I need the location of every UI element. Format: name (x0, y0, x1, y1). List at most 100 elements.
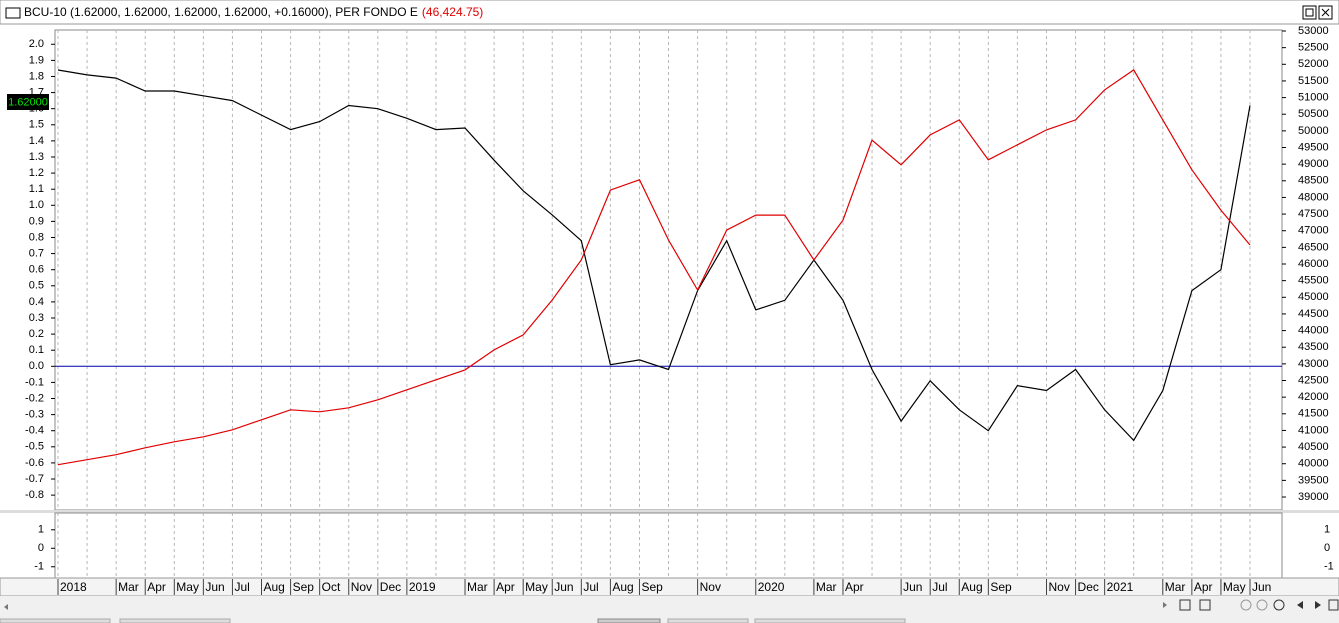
x-tick-label: Mar (118, 580, 139, 594)
scroll-right[interactable] (1163, 602, 1167, 608)
y2-tick-label: 43000 (1298, 358, 1329, 370)
y2-tick-label: 52500 (1298, 42, 1329, 54)
x-tick-label: Apr (496, 580, 515, 594)
lower-tick-label: 0 (38, 542, 44, 554)
toolbar-icon[interactable] (1315, 601, 1321, 609)
y2-tick-label: 45500 (1298, 275, 1329, 287)
x-tick-label: Mar (1165, 580, 1186, 594)
y2-tick-label: 51500 (1298, 75, 1329, 87)
toolbar-icon[interactable] (1240, 599, 1252, 611)
y2-tick-label: 39500 (1298, 474, 1329, 486)
tab[interactable] (597, 618, 661, 623)
x-tick-label: Aug (264, 580, 285, 594)
y-tick-label: 0.0 (29, 360, 44, 372)
y2-tick-label: 44500 (1298, 308, 1329, 320)
y2-tick-label: 42500 (1298, 374, 1329, 386)
tab[interactable] (754, 618, 906, 623)
y-tick-label: -0.3 (25, 409, 44, 421)
y-tick-label: 0.1 (29, 344, 44, 356)
y-tick-label: 0.8 (29, 231, 44, 243)
x-tick-label: Apr (845, 580, 864, 594)
x-tick-label: Mar (467, 580, 488, 594)
y-tick-label: 1.0 (29, 199, 44, 211)
toolbar-icon[interactable] (1328, 599, 1339, 611)
y2-tick-label: 49000 (1298, 158, 1329, 170)
x-tick-label: Jun (903, 580, 922, 594)
y-tick-label: -0.6 (25, 457, 44, 469)
x-tick-label: 2019 (409, 580, 436, 594)
tab[interactable] (119, 618, 231, 623)
y2-tick-label: 41500 (1298, 408, 1329, 420)
x-tick-label: Mar (816, 580, 837, 594)
lower-tick-label: -1 (34, 561, 44, 573)
toolbar-icon[interactable] (1297, 601, 1303, 609)
last-value-label: 1.62000 (8, 96, 48, 108)
x-tick-label: Oct (322, 580, 341, 594)
y-tick-label: 0.9 (29, 215, 44, 227)
axis-labels: 2.01.91.81.71.61.51.41.31.21.11.00.90.80… (25, 25, 1334, 595)
x-tick-label: Jun (205, 580, 224, 594)
y-tick-label: 0.7 (29, 247, 44, 259)
x-tick-label: 2018 (60, 580, 87, 594)
grid (57, 30, 1251, 578)
tab[interactable] (667, 618, 749, 623)
y2-tick-label: 52000 (1298, 58, 1329, 70)
y2-tick-label: 45000 (1298, 291, 1329, 303)
x-tick-label: May (1223, 580, 1246, 594)
y2-tick-label: 51000 (1298, 91, 1329, 103)
restore-button[interactable] (1302, 5, 1317, 20)
tab[interactable] (0, 618, 111, 623)
x-tick-label: Apr (147, 580, 166, 594)
x-tick-label: 2021 (1107, 580, 1134, 594)
y-tick-label: 0.6 (29, 264, 44, 276)
x-tick-label: Jul (583, 580, 598, 594)
y2-tick-label: 48500 (1298, 175, 1329, 187)
y2-tick-label: 39000 (1298, 491, 1329, 503)
y-tick-label: 1.2 (29, 167, 44, 179)
y-tick-label: 1.4 (29, 135, 44, 147)
y2-tick-label: 40000 (1298, 458, 1329, 470)
x-tick-label: Sep (990, 580, 1012, 594)
toolbar-icon[interactable] (1179, 599, 1191, 611)
x-tick-label: Nov (1048, 580, 1069, 594)
y-tick-label: -0.7 (25, 473, 44, 485)
x-tick-label: Dec (380, 580, 401, 594)
y-tick-label: 1.8 (29, 70, 44, 82)
x-tick-label: Dec (1078, 580, 1099, 594)
x-tick-label: Aug (961, 580, 982, 594)
y2-tick-label: 53000 (1298, 25, 1329, 37)
window-icon[interactable] (5, 7, 21, 19)
y2-tick-label: 46500 (1298, 241, 1329, 253)
x-tick-label: Jun (1252, 580, 1271, 594)
x-tick-label: Jul (932, 580, 947, 594)
x-tick-label: Sep (293, 580, 315, 594)
y2-tick-label: 40500 (1298, 441, 1329, 453)
x-tick-label: May (525, 580, 548, 594)
lower-tick-label-right: 0 (1324, 542, 1330, 554)
toolbar-icon[interactable] (1256, 599, 1268, 611)
y-tick-label: -0.4 (25, 425, 44, 437)
toolbar-icon[interactable] (1273, 599, 1285, 611)
y-tick-label: 0.4 (29, 296, 44, 308)
header-secondary: (46,424.75) (422, 5, 483, 19)
y-tick-label: 0.5 (29, 280, 44, 292)
scroll-left[interactable] (4, 604, 8, 610)
y-tick-label: 0.2 (29, 328, 44, 340)
lower-tick-label-right: 1 (1324, 524, 1330, 536)
y-tick-label: -0.8 (25, 489, 44, 501)
y2-tick-label: 41000 (1298, 424, 1329, 436)
y-tick-label: 2.0 (29, 38, 44, 50)
x-axis-bar (0, 577, 1339, 597)
y2-tick-label: 50500 (1298, 108, 1329, 120)
y-tick-label: -0.2 (25, 392, 44, 404)
toolbar-icon[interactable] (1199, 599, 1211, 611)
y-tick-label: -0.5 (25, 441, 44, 453)
x-tick-label: Nov (700, 580, 721, 594)
plot-lines (55, 69, 1282, 466)
header-text: BCU-10 (1.62000, 1.62000, 1.62000, 1.620… (24, 5, 418, 19)
y2-tick-label: 46000 (1298, 258, 1329, 270)
tab-strip (0, 618, 906, 623)
x-tick-label: Sep (641, 580, 663, 594)
